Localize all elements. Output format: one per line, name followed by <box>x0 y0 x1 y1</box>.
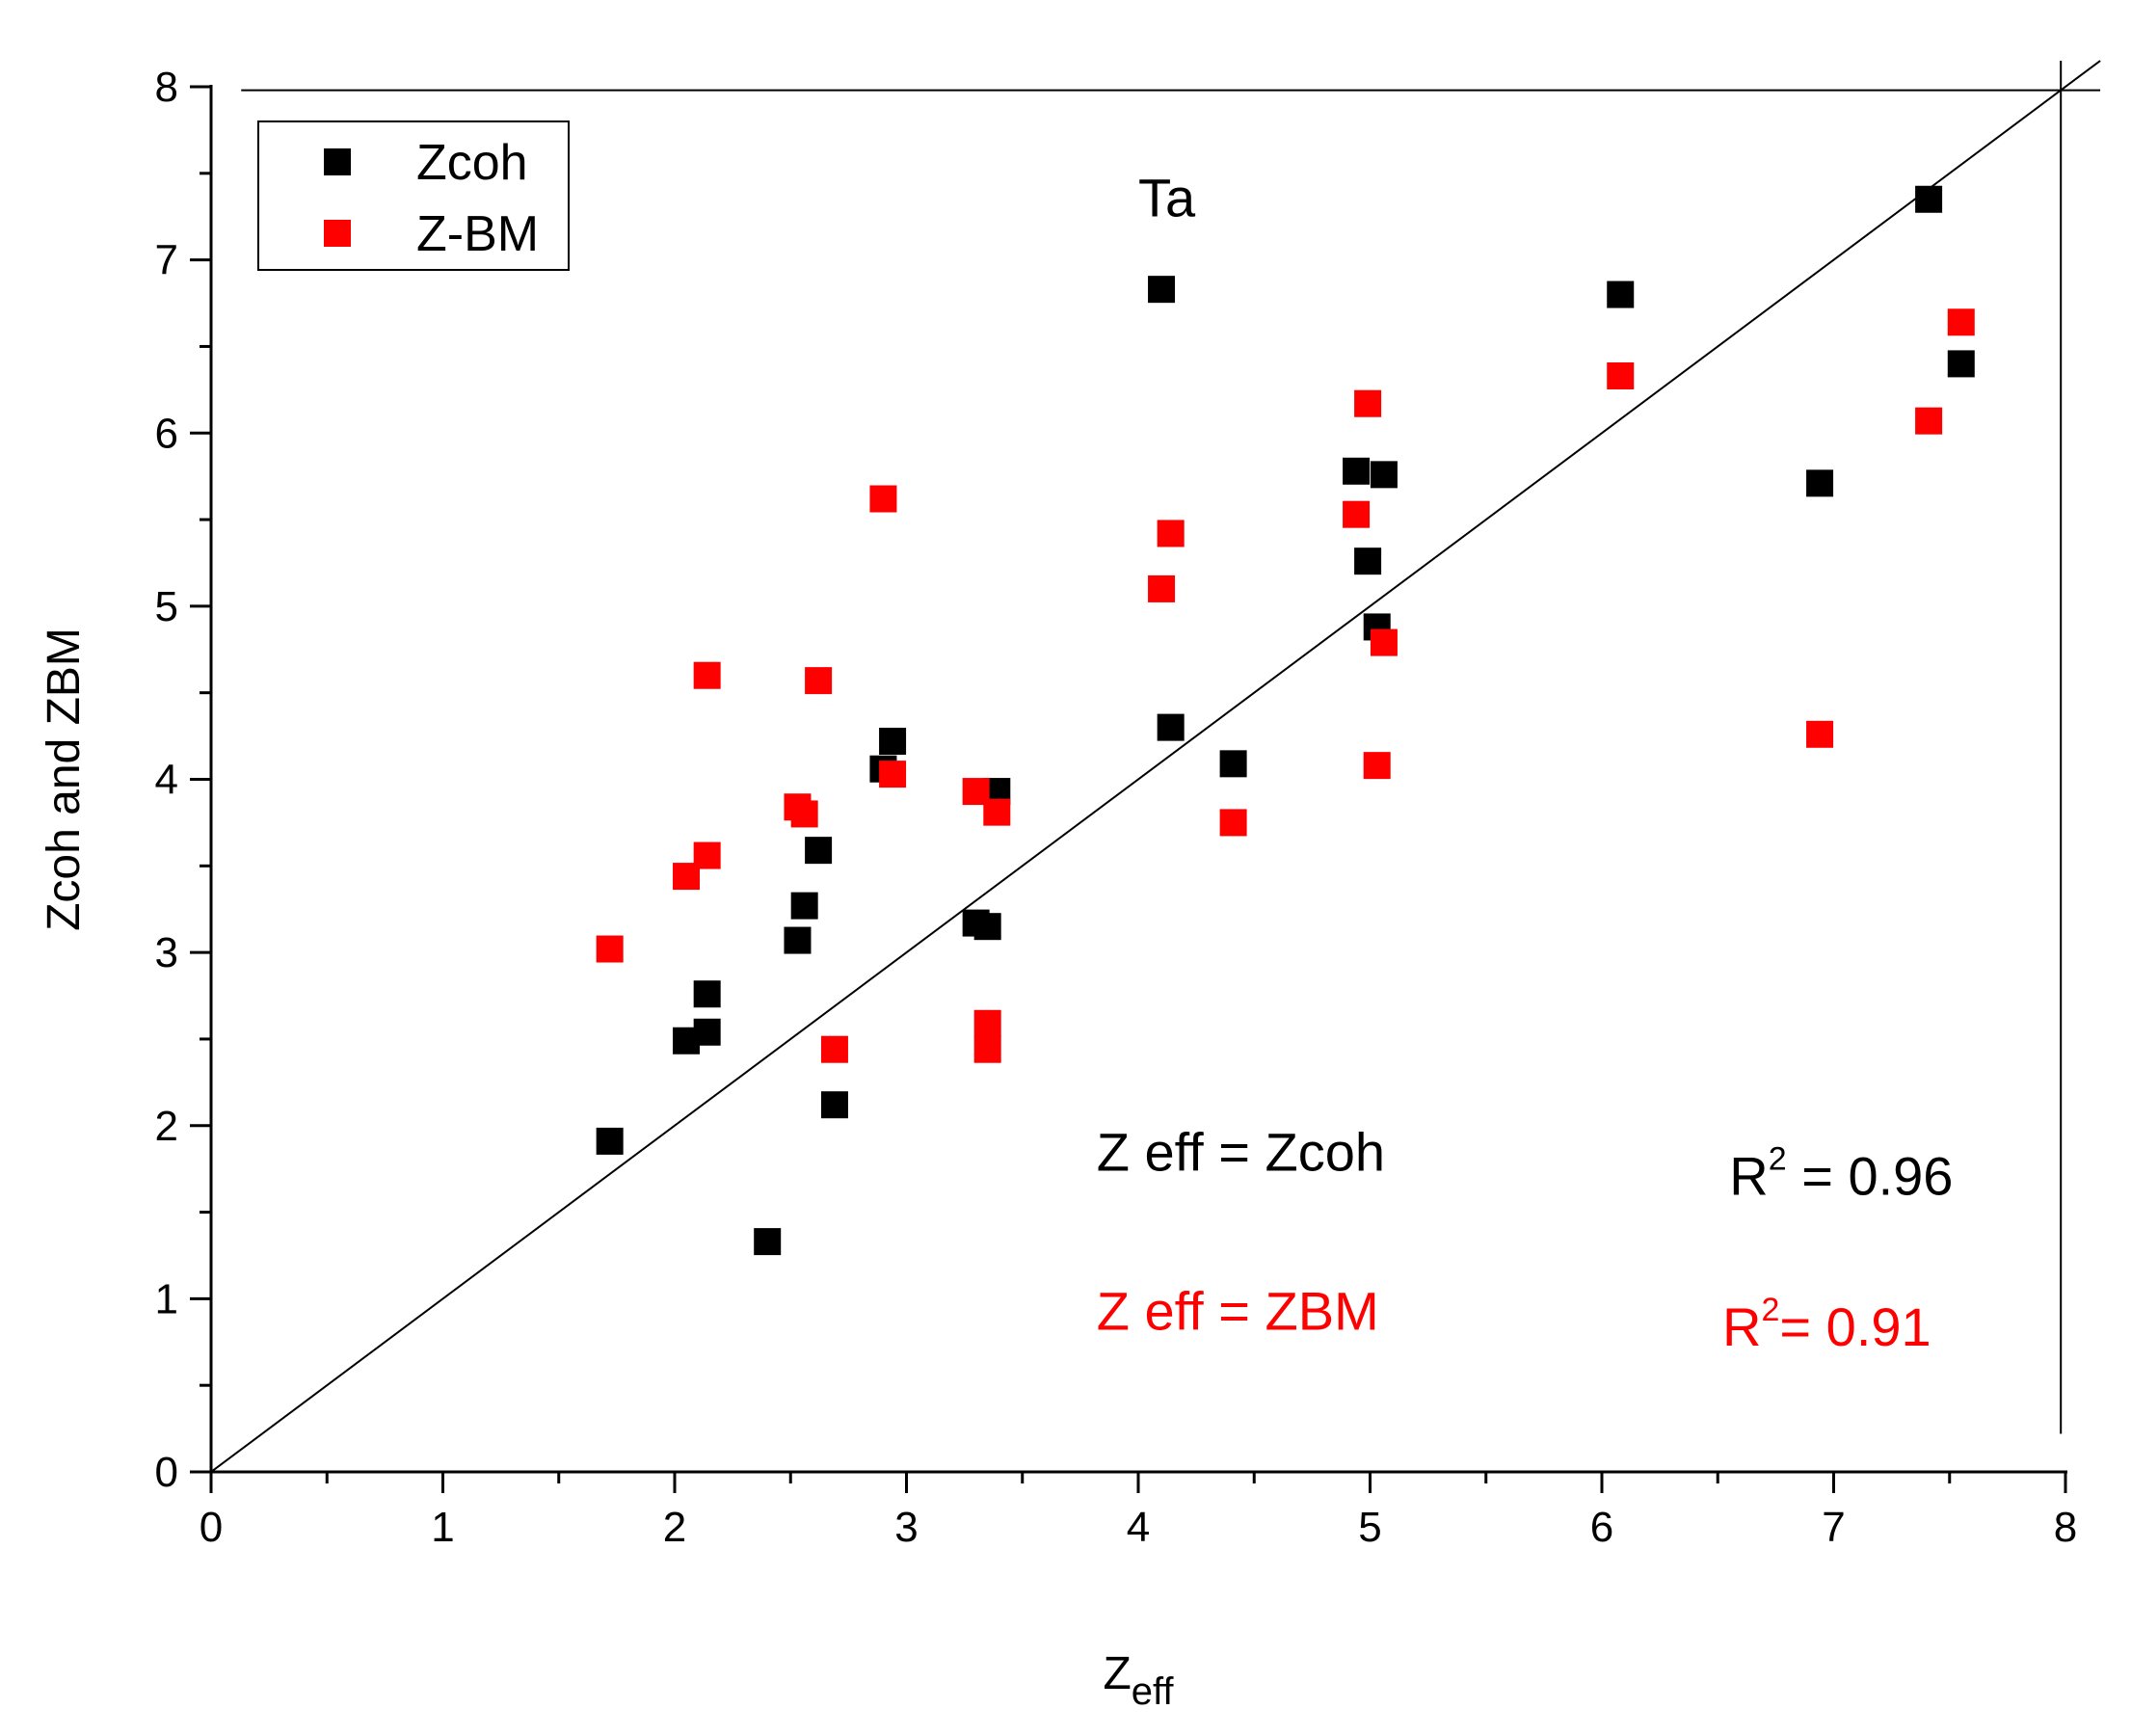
label-ta: Ta <box>1138 168 1196 228</box>
point-z-bm <box>693 841 721 869</box>
y-tick-label: 0 <box>155 1449 178 1496</box>
point-zcoh <box>820 1091 848 1119</box>
point-z-bm <box>790 800 818 828</box>
point-z-bm <box>1947 308 1975 336</box>
reference-lines <box>210 60 2101 1473</box>
x-axis-title: Zeff <box>1103 1648 1174 1713</box>
r2-zcoh: R2 = 0.96 <box>1729 1141 1953 1207</box>
point-z-bm <box>1148 574 1176 602</box>
axes: 0 1 2 3 4 5 6 7 8 0 1 2 3 4 5 6 7 8 Zeff Zcoh and ZBM <box>39 64 2077 1713</box>
point-z-bm <box>973 1009 1001 1037</box>
point-zcoh <box>1915 185 1943 213</box>
point-zcoh <box>693 980 721 1008</box>
point-zcoh <box>1354 548 1382 575</box>
point-zcoh <box>805 837 833 865</box>
x-tick-label: 1 <box>431 1504 454 1551</box>
point-z-bm <box>596 935 624 963</box>
point-z-bm <box>1915 407 1943 435</box>
point-z-bm <box>1363 752 1391 780</box>
point-zcoh <box>1947 350 1975 378</box>
point-zcoh <box>1148 276 1176 304</box>
y-tick-label: 5 <box>155 583 178 630</box>
x-tick-label: 0 <box>200 1504 223 1551</box>
point-z-bm <box>983 798 1011 826</box>
point-zcoh <box>1607 280 1635 308</box>
point-z-bm <box>973 1035 1001 1063</box>
y-tick-label: 8 <box>155 64 178 111</box>
y-axis-title: Zcoh and ZBM <box>39 628 90 931</box>
label-zeff-zcoh: Z eff = Zcoh <box>1097 1121 1385 1182</box>
point-zcoh <box>790 892 818 920</box>
x-tick-label: 7 <box>1822 1504 1845 1551</box>
legend-marker-zcoh <box>324 148 351 175</box>
point-z-bm <box>879 761 907 788</box>
x-tick-label: 3 <box>894 1504 918 1551</box>
point-zcoh <box>1370 461 1398 489</box>
point-z-bm <box>693 661 721 689</box>
point-zcoh <box>596 1127 624 1155</box>
y-tick-label: 7 <box>155 237 178 284</box>
x-tick-label: 5 <box>1358 1504 1381 1551</box>
y-tick-label: 6 <box>155 410 178 457</box>
point-z-bm <box>820 1035 848 1063</box>
point-z-bm <box>1806 720 1834 748</box>
point-z-bm <box>1157 520 1185 548</box>
legend-label-z-bm: Z-BM <box>416 206 539 262</box>
x-tick-label: 4 <box>1127 1504 1150 1551</box>
reference-line-identity <box>210 60 2101 1473</box>
y-tick-label: 2 <box>155 1103 178 1150</box>
point-zcoh <box>784 926 812 954</box>
point-zcoh <box>1806 469 1834 497</box>
point-z-bm <box>1370 628 1398 656</box>
legend-marker-z-bm <box>324 220 351 247</box>
point-z-bm <box>805 667 833 695</box>
x-tick-label: 8 <box>2054 1504 2077 1551</box>
r2-zbm: R2= 0.91 <box>1722 1292 1931 1357</box>
x-tick-label: 2 <box>663 1504 686 1551</box>
point-z-bm <box>1607 361 1635 389</box>
point-zcoh <box>1219 750 1247 778</box>
y-tick-label: 3 <box>155 929 178 976</box>
legend: Zcoh Z-BM <box>257 120 570 271</box>
point-z-bm <box>1219 809 1247 837</box>
label-zeff-zbm: Z eff = ZBM <box>1097 1281 1379 1342</box>
legend-label-zcoh: Zcoh <box>416 135 528 191</box>
point-zcoh <box>879 727 907 755</box>
point-z-bm <box>1343 500 1371 528</box>
y-tick-label: 4 <box>155 757 178 804</box>
y-tick-label: 1 <box>155 1275 178 1322</box>
point-zcoh <box>693 1018 721 1046</box>
point-zcoh <box>973 913 1001 941</box>
point-z-bm <box>869 485 897 513</box>
annotations: Ta Z eff = Zcoh Z eff = ZBM R2 = 0.96 R2= 0.… <box>1097 168 1954 1357</box>
legend-box <box>257 120 570 271</box>
point-zcoh <box>754 1228 782 1256</box>
point-zcoh <box>1157 713 1185 741</box>
x-tick-label: 6 <box>1590 1504 1613 1551</box>
data-points <box>596 185 1975 1256</box>
point-zcoh <box>1343 457 1371 485</box>
point-z-bm <box>1354 389 1382 417</box>
